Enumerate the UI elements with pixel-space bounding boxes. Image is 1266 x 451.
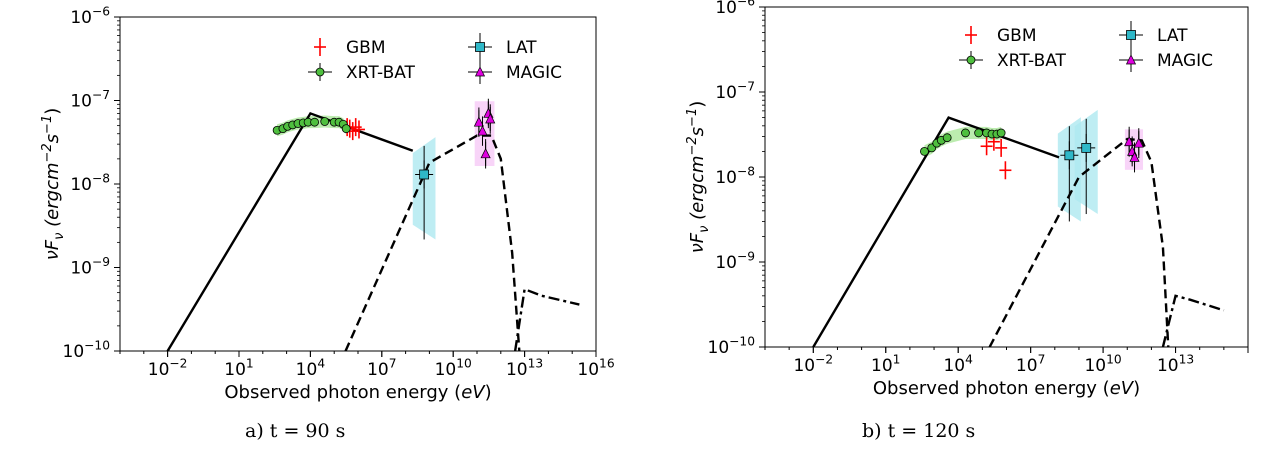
model-line-dashed xyxy=(344,134,521,351)
legend-marker-xrt-bat xyxy=(315,67,325,77)
x-tick-label: 104 xyxy=(943,352,973,376)
x-tick-label: 1010 xyxy=(1084,352,1121,376)
y-tick-label: 10−10 xyxy=(708,334,755,358)
caption-b: b) t = 120 s xyxy=(862,420,976,442)
legend-label-gbm: GBM xyxy=(997,26,1037,46)
xrt-bat-point xyxy=(961,128,970,138)
magic-point xyxy=(1124,135,1135,147)
x-tick-label: 10−2 xyxy=(793,352,833,376)
y-axis-label: νFν (ergcm−2s−1) xyxy=(40,108,67,261)
y-tick-label: 10−8 xyxy=(70,171,110,195)
y-tick-label: 10−7 xyxy=(70,88,110,112)
y-axis-label: νFν (ergcm−2s−1) xyxy=(685,101,712,254)
magic-point xyxy=(1129,151,1140,162)
magic-point xyxy=(473,116,484,127)
y-tick-label: 10−6 xyxy=(715,0,755,18)
legend-marker-magic xyxy=(474,66,486,77)
x-tick-label: 107 xyxy=(1016,352,1045,376)
xrt-bat-point xyxy=(996,128,1006,138)
x-axis-label: Observed photon energy (eV) xyxy=(224,382,491,403)
legend-label-xrt-bat: XRT-BAT xyxy=(997,51,1067,71)
xrt-bat-point xyxy=(974,128,984,138)
lat-point xyxy=(1064,150,1075,161)
model-line-solid xyxy=(812,116,1060,347)
magic-point xyxy=(485,113,496,124)
caption-a: a) t = 90 s xyxy=(245,420,346,442)
y-tick-label: 10−10 xyxy=(63,338,110,362)
xrt-bat-point xyxy=(341,124,351,134)
model-line-dashdot xyxy=(1161,294,1225,347)
model-line-dashed xyxy=(988,137,1170,347)
sed-chart-a: 10−2 101 104 107 1010 1013 1016 10−10 10−9 10−8 10… xyxy=(40,4,615,403)
x-axis-label: Observed photon energy (eV) xyxy=(873,378,1140,399)
magic-point xyxy=(1133,137,1144,148)
sed-chart-b: 10−2 101 104 107 1010 1013 10−10 10−9 10−8 10−7 10… xyxy=(685,0,1249,399)
plot-area xyxy=(812,109,1225,347)
y-tick-label: 10−9 xyxy=(715,249,755,273)
y-tick-label: 10−6 xyxy=(70,4,110,28)
legend-label-lat: LAT xyxy=(506,38,537,58)
xrt-bat-point xyxy=(920,147,929,156)
chart-panel-b: 10−2 101 104 107 1010 1013 10−10 10−9 10−8 10−7 10… xyxy=(633,0,1266,451)
legend-label-magic: MAGIC xyxy=(506,63,562,83)
lat-point xyxy=(419,169,430,180)
x-tick-label: 1016 xyxy=(577,356,614,380)
legend-marker-xrt-bat xyxy=(966,55,976,65)
model-line-solid xyxy=(166,111,414,351)
chart-panel-a: 10−2 101 104 107 1010 1013 1016 10−10 10−9 10−8 10… xyxy=(40,4,615,403)
y-tick-label: 10−7 xyxy=(715,79,755,103)
plot-area xyxy=(166,98,580,351)
legend-marker-lat xyxy=(1126,30,1136,40)
legend-marker-lat xyxy=(475,42,485,52)
y-tick-label: 10−9 xyxy=(70,255,110,279)
legend-label-lat: LAT xyxy=(1157,26,1188,46)
x-tick-label: 101 xyxy=(224,356,253,380)
magic-point xyxy=(477,125,488,136)
lat-point xyxy=(1081,142,1092,153)
legend-label-xrt-bat: XRT-BAT xyxy=(346,63,416,83)
x-tick-label: 101 xyxy=(871,352,900,376)
x-tick-label: 1013 xyxy=(1157,352,1194,376)
x-tick-label: 104 xyxy=(296,356,326,380)
legend-label-magic: MAGIC xyxy=(1157,51,1213,71)
xrt-bat-point xyxy=(942,133,952,143)
x-tick-label: 1013 xyxy=(506,356,543,380)
x-tick-label: 10−2 xyxy=(148,356,188,380)
x-tick-label: 1010 xyxy=(435,356,472,380)
x-tick-label: 107 xyxy=(367,356,396,380)
y-tick-label: 10−8 xyxy=(715,164,755,188)
magic-point xyxy=(480,148,491,159)
xrt-bat-point xyxy=(310,117,319,127)
xrt-bat-point xyxy=(320,117,330,126)
legend-marker-magic xyxy=(1125,54,1137,65)
model-line-dashdot xyxy=(513,287,580,351)
legend-label-gbm: GBM xyxy=(346,38,386,58)
